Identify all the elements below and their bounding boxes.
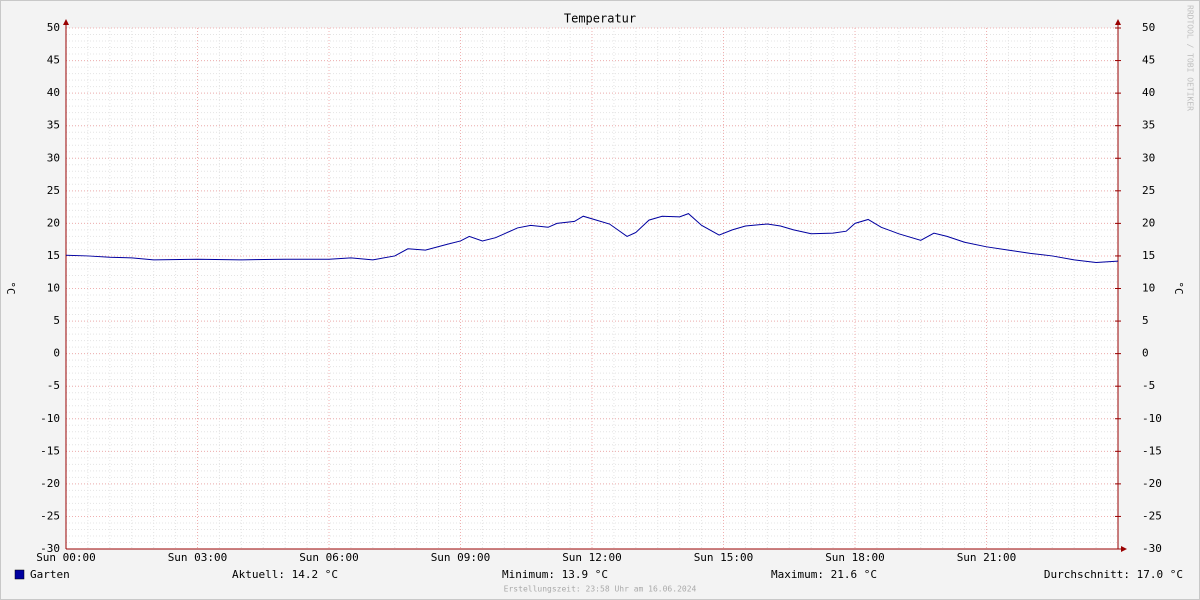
axis-arrow <box>63 19 69 25</box>
y-tick-label: 50 <box>47 21 60 34</box>
y-tick-label: -5 <box>47 379 60 392</box>
axis-arrow <box>1115 19 1121 25</box>
y2-tick-label: -10 <box>1142 412 1162 425</box>
axis-arrow <box>1121 546 1127 552</box>
y2-tick-label: -25 <box>1142 509 1162 522</box>
y-tick-label: 10 <box>47 282 60 295</box>
y-tick-label: 25 <box>47 184 60 197</box>
y-tick-label: 45 <box>47 54 60 67</box>
stat-minimum: Minimum: 13.9 °C <box>502 568 608 581</box>
y2-tick-label: 30 <box>1142 151 1155 164</box>
x-tick-label: Sun 06:00 <box>299 551 359 564</box>
y2-tick-label: 45 <box>1142 54 1155 67</box>
legend-label: Garten <box>30 568 70 581</box>
y-tick-label: 15 <box>47 249 60 262</box>
y-tick-label: -20 <box>40 477 60 490</box>
stat-current: Aktuell: 14.2 °C <box>232 568 338 581</box>
x-tick-label: Sun 12:00 <box>562 551 622 564</box>
y2-tick-label: 40 <box>1142 86 1155 99</box>
x-tick-label: Sun 18:00 <box>825 551 885 564</box>
y2-tick-label: 10 <box>1142 282 1155 295</box>
y2-tick-label: -30 <box>1142 542 1162 555</box>
y-tick-label: 5 <box>53 314 60 327</box>
x-tick-label: Sun 03:00 <box>168 551 228 564</box>
y2-tick-label: 0 <box>1142 347 1149 360</box>
y-tick-label: 35 <box>47 119 60 132</box>
y-tick-label: 30 <box>47 151 60 164</box>
y-tick-label: -15 <box>40 444 60 457</box>
y-tick-label: -30 <box>40 542 60 555</box>
y2-tick-label: 35 <box>1142 119 1155 132</box>
x-tick-label: Sun 00:00 <box>36 551 96 564</box>
y-tick-label: 40 <box>47 86 60 99</box>
y-tick-label: -10 <box>40 412 60 425</box>
x-tick-label: Sun 21:00 <box>957 551 1017 564</box>
x-tick-label: Sun 09:00 <box>431 551 491 564</box>
y2-tick-label: 50 <box>1142 21 1155 34</box>
y2-tick-label: 15 <box>1142 249 1155 262</box>
legend-swatch <box>14 569 25 580</box>
y2-tick-label: 20 <box>1142 216 1155 229</box>
y-tick-label: 0 <box>53 347 60 360</box>
stat-maximum: Maximum: 21.6 °C <box>771 568 877 581</box>
y-tick-label: -25 <box>40 509 60 522</box>
x-tick-label: Sun 15:00 <box>694 551 754 564</box>
stat-average: Durchschnitt: 17.0 °C <box>1044 568 1183 581</box>
y-tick-label: 20 <box>47 216 60 229</box>
y2-tick-label: -20 <box>1142 477 1162 490</box>
y-axis-label: °C <box>4 281 17 294</box>
footer: Erstellungszeit: 23:58 Uhr am 16.06.2024 <box>504 585 697 594</box>
y2-tick-label: -15 <box>1142 444 1162 457</box>
chart-title: Temperatur <box>564 12 636 26</box>
y2-axis-label: °C <box>1172 281 1185 294</box>
y2-tick-label: -5 <box>1142 379 1155 392</box>
y2-tick-label: 25 <box>1142 184 1155 197</box>
y2-tick-label: 5 <box>1142 314 1149 327</box>
data-line <box>65 213 1119 263</box>
watermark: RRDTOOL / TOBI OETIKER <box>1186 5 1195 111</box>
